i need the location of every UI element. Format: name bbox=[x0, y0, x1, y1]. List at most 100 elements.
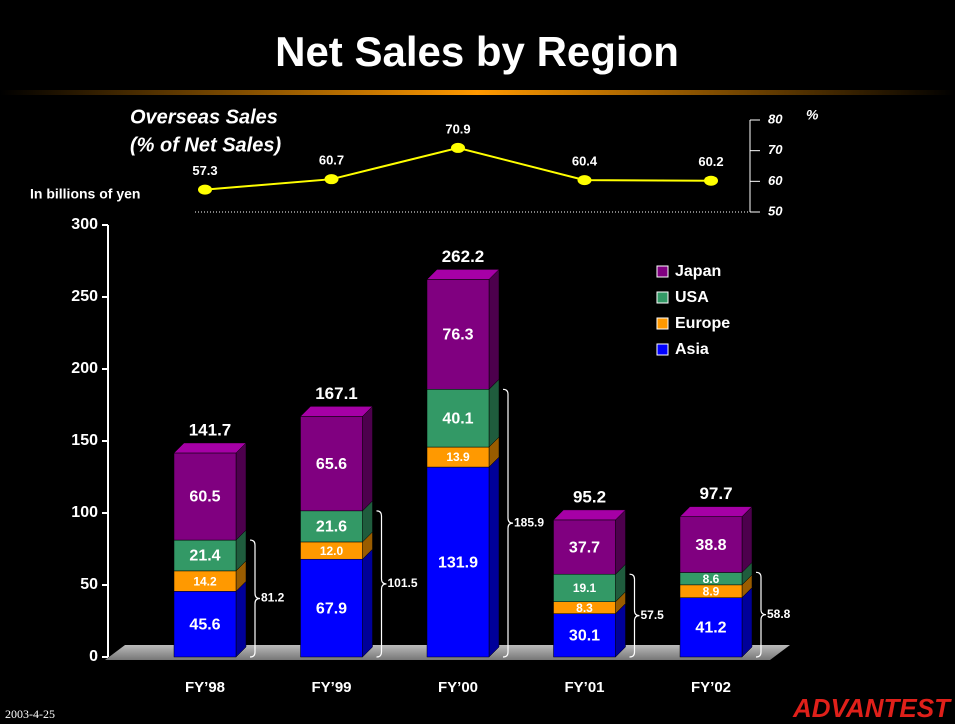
y2-tick-label: 60 bbox=[768, 173, 783, 188]
segment-label: 45.6 bbox=[189, 616, 220, 633]
segment-label: 14.2 bbox=[193, 574, 217, 588]
legend-swatch bbox=[656, 265, 669, 278]
overseas-brace bbox=[502, 388, 514, 658]
y2-tick-label: 70 bbox=[768, 142, 783, 157]
y2-axis-label: % bbox=[806, 107, 819, 123]
segment-label: 67.9 bbox=[316, 600, 347, 617]
point bbox=[704, 175, 718, 186]
bar-top bbox=[173, 442, 247, 454]
y-tick-label: 50 bbox=[80, 576, 98, 593]
bar-segment bbox=[426, 466, 490, 658]
point-label: 70.9 bbox=[445, 121, 470, 136]
segment-label: 131.9 bbox=[438, 554, 478, 571]
x-tick-label: FY’99 bbox=[311, 679, 351, 696]
bar-segment bbox=[426, 279, 490, 390]
line-subtitle: (% of Net Sales) bbox=[130, 134, 281, 156]
point bbox=[451, 142, 465, 153]
legend-label: Europe bbox=[675, 315, 730, 332]
segment-label: 8.3 bbox=[576, 601, 593, 615]
bar-segment bbox=[173, 452, 237, 541]
bar-side bbox=[615, 509, 626, 575]
segment-label: 30.1 bbox=[569, 628, 600, 645]
legend-label: Japan bbox=[675, 263, 721, 280]
line-title: Overseas Sales bbox=[130, 106, 278, 128]
bar-segment bbox=[173, 539, 237, 572]
point-label: 57.3 bbox=[192, 163, 217, 178]
y-tick-label: 100 bbox=[71, 504, 98, 521]
x-tick-label: FY’00 bbox=[438, 679, 478, 696]
bar-side bbox=[741, 505, 753, 574]
bar-segment bbox=[300, 416, 363, 512]
legend-swatch bbox=[656, 343, 669, 356]
bar-top bbox=[299, 406, 374, 417]
segment-label: 12.0 bbox=[320, 544, 344, 558]
bar-segment bbox=[553, 613, 616, 658]
footer-date: 2003-4-25 bbox=[5, 707, 55, 721]
total-label: 262.2 bbox=[442, 247, 485, 266]
y-tick-label: 0 bbox=[89, 648, 98, 665]
bar-segment bbox=[173, 591, 237, 658]
point-label: 60.2 bbox=[698, 154, 723, 169]
overseas-label: 81.2 bbox=[261, 591, 285, 605]
y-tick-label: 150 bbox=[71, 432, 98, 449]
segment-label: 65.6 bbox=[316, 456, 347, 473]
bar-top bbox=[426, 269, 500, 280]
overseas-brace bbox=[629, 573, 640, 658]
x-tick-label: FY’01 bbox=[564, 679, 604, 696]
bar-side bbox=[488, 378, 500, 448]
y-tick-label: 300 bbox=[71, 216, 98, 233]
bar-side bbox=[235, 580, 247, 658]
segment-label: 13.9 bbox=[446, 450, 470, 464]
segment-label: 37.7 bbox=[569, 539, 600, 556]
point bbox=[198, 184, 212, 195]
x-tick-label: FY’02 bbox=[691, 679, 731, 696]
overseas-label: 58.8 bbox=[767, 607, 791, 621]
segment-label: 41.2 bbox=[695, 620, 726, 637]
legend-swatch bbox=[656, 291, 669, 304]
point bbox=[577, 175, 592, 186]
overseas-brace bbox=[376, 510, 387, 658]
point-label: 60.7 bbox=[319, 153, 344, 168]
segment-label: 38.8 bbox=[695, 537, 726, 554]
bar-top bbox=[679, 506, 753, 517]
overseas-label: 185.9 bbox=[514, 515, 544, 529]
total-label: 97.7 bbox=[699, 484, 732, 503]
segment-label: 19.1 bbox=[573, 581, 597, 595]
bar-segment bbox=[426, 389, 490, 448]
bar-side bbox=[488, 268, 500, 390]
bar-side bbox=[741, 587, 753, 658]
bar-segment bbox=[300, 510, 363, 543]
segment-label: 76.3 bbox=[442, 327, 473, 344]
segment-label: 8.6 bbox=[703, 572, 720, 586]
bar-segment bbox=[679, 516, 743, 573]
y-tick-label: 250 bbox=[71, 288, 98, 305]
segment-label: 21.6 bbox=[316, 519, 347, 536]
point bbox=[324, 174, 339, 185]
legend-swatch bbox=[656, 317, 669, 330]
y-axis-label: In billions of yen bbox=[30, 186, 140, 202]
total-label: 141.7 bbox=[189, 420, 232, 439]
bar-side bbox=[488, 456, 500, 658]
bar-side bbox=[235, 442, 247, 541]
segment-label: 40.1 bbox=[442, 410, 473, 427]
segment-label: 8.9 bbox=[703, 584, 720, 598]
x-tick-label: FY’98 bbox=[185, 679, 225, 696]
legend-label: USA bbox=[675, 289, 709, 306]
overseas-brace bbox=[249, 539, 261, 658]
overseas-brace bbox=[755, 571, 767, 658]
y2-tick-label: 80 bbox=[768, 111, 783, 126]
segment-label: 21.4 bbox=[189, 548, 220, 565]
legend-label: Asia bbox=[675, 341, 709, 358]
point-label: 60.4 bbox=[572, 154, 598, 169]
bar-side bbox=[362, 548, 373, 658]
total-label: 167.1 bbox=[315, 384, 358, 403]
title-rule bbox=[0, 90, 955, 95]
y-tick-label: 200 bbox=[71, 360, 98, 377]
total-label: 95.2 bbox=[573, 487, 606, 506]
y2-tick-label: 50 bbox=[768, 203, 783, 218]
overseas-label: 57.5 bbox=[641, 608, 665, 622]
bar-segment bbox=[553, 519, 616, 575]
overseas-label: 101.5 bbox=[388, 576, 418, 590]
segment-label: 60.5 bbox=[189, 489, 220, 506]
